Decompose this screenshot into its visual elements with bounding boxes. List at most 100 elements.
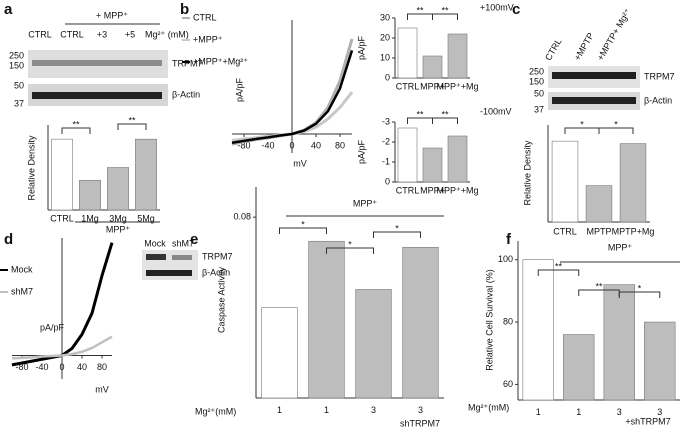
band [146, 254, 166, 260]
y-tick-label: -3 [382, 116, 390, 126]
band [146, 270, 192, 276]
bar [107, 167, 129, 211]
bar [522, 259, 554, 401]
y-tick-label: 0.08 [233, 212, 251, 222]
x-tick-label: 40 [77, 362, 87, 372]
legend-label: shM7 [11, 286, 33, 296]
significance: * [348, 239, 352, 249]
bar [261, 307, 298, 399]
mw-marker: 250 [9, 50, 24, 60]
significance: ** [72, 119, 80, 129]
band-label: TRPM7 [172, 58, 203, 68]
x-tick-label: 3 [418, 405, 423, 415]
panel-label: e [190, 231, 198, 248]
x-tick-label: 1 [576, 407, 581, 417]
y-axis-label: Relative Density [26, 135, 36, 201]
significance: * [614, 119, 618, 129]
mw-marker: 150 [529, 76, 544, 86]
sig-bracket [326, 247, 374, 254]
group-label: MPP⁺ [106, 224, 131, 234]
y-axis-label: pA/pF [234, 77, 244, 102]
bar [422, 147, 443, 183]
x-tick-label: CTRL [396, 186, 420, 196]
y-axis-label: Caspase Activity [216, 266, 226, 333]
bar [644, 321, 676, 401]
band [552, 97, 636, 104]
bar [563, 334, 595, 401]
band [552, 72, 636, 79]
lane-label: +5 [125, 29, 135, 39]
band-label: β-Actin [202, 267, 230, 277]
x-tick-label: MPTP [586, 226, 611, 236]
band-label: β-Actin [172, 89, 200, 99]
lane-label: shM7 [172, 238, 194, 248]
sig-bracket [618, 291, 661, 298]
x-tick-label: 3 [617, 407, 622, 417]
x-tick-label: 3 [657, 407, 662, 417]
lane-label: Mock [144, 238, 166, 248]
significance: ** [595, 281, 603, 291]
x-tick-label: -40 [35, 362, 48, 372]
bar [422, 55, 443, 79]
significance: * [301, 219, 305, 229]
x-tick-label: MPP+ [420, 82, 445, 92]
bar [585, 185, 613, 223]
sig-bracket [598, 127, 634, 134]
bar [355, 289, 392, 399]
mw-marker: 37 [14, 98, 24, 108]
lane-unit: Mg²⁺ (mM) [145, 29, 189, 39]
sig-bracket [432, 117, 458, 124]
bar [619, 143, 647, 223]
bar [397, 127, 418, 183]
lane-label: CTRL [60, 29, 84, 39]
x-axis-label: mV [293, 158, 307, 168]
panel-label: d [4, 231, 13, 248]
lane-label: +MPTP [572, 31, 596, 62]
legend-label: CTRL [193, 12, 217, 22]
y-axis-label: pA/pF [356, 35, 366, 60]
significance: * [395, 223, 399, 233]
significance: * [638, 283, 642, 293]
x-axis-label: Mg²⁺(mM) [468, 402, 509, 412]
lane-label: CTRL [543, 37, 563, 62]
x-tick-label: CTRL [396, 82, 420, 92]
band-label: TRPM7 [644, 71, 675, 81]
x-tick-label: 1 [324, 405, 329, 415]
panel-title: -100mV [480, 106, 512, 116]
bar [308, 240, 345, 399]
y-axis-label: pA/pF [40, 322, 65, 332]
y-tick-label: -1 [382, 156, 390, 166]
blot-d: Mock shM7 TRPM7 β-Actin [142, 238, 233, 280]
x-tick-label: CTRL [553, 226, 577, 236]
group-label: MPP⁺ [608, 242, 633, 252]
x-note: +shTRPM7 [625, 416, 670, 426]
panel-labels: a b c d e f [4, 1, 520, 248]
y-tick-label: 0 [385, 72, 390, 82]
blot-c: CTRL +MPTP +MPTP+ Mg²⁺ 250 150 50 37 TRP… [529, 7, 675, 115]
significance: ** [441, 5, 449, 15]
y-axis-label: Relative Density [522, 140, 532, 206]
x-tick-label: -40 [261, 140, 274, 150]
sig-bracket [537, 269, 580, 276]
panel-label: b [180, 1, 189, 18]
group-label: MPP⁺ [353, 198, 378, 208]
x-tick-label: -80 [15, 362, 28, 372]
legend-label: Mock [11, 264, 33, 274]
legend-label: +MPP⁺ [193, 34, 223, 44]
bar [551, 140, 579, 223]
x-tick-label: 1Mg [81, 214, 99, 224]
x-tick-label: CTRL [50, 214, 74, 224]
significance: ** [128, 115, 136, 125]
iv-curve [11, 335, 113, 360]
y-tick-label: 20 [380, 32, 390, 42]
x-tick-label: 3 [371, 405, 376, 415]
x-tick-label: -80 [237, 140, 250, 150]
sig-bracket [373, 231, 421, 238]
bar [447, 33, 468, 79]
lane-label: CTRL [28, 29, 52, 39]
panel-label: a [4, 1, 13, 18]
x-axis-label: mV [95, 384, 109, 394]
panel-label: c [512, 1, 520, 18]
x-tick-label: 5Mg [137, 214, 155, 224]
